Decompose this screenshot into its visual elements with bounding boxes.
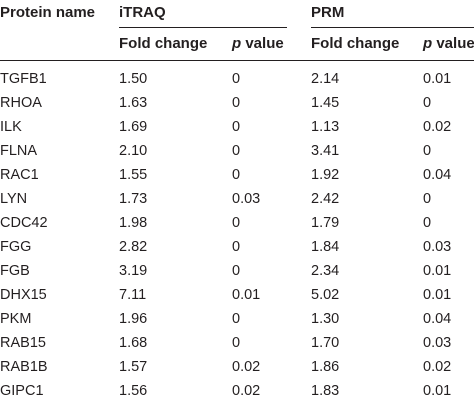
protein-name-cell: FLNA — [0, 143, 38, 159]
itraq-p-value-cell: 0 — [232, 119, 241, 135]
itraq-fold-change-cell: 1.73 — [119, 191, 148, 207]
itraq-fold-change-cell: 7.11 — [119, 287, 147, 303]
itraq-p-value-cell: 0 — [232, 263, 241, 279]
itraq-fold-change-cell: 1.55 — [119, 167, 148, 183]
prm-fold-change-cell: 3.41 — [311, 143, 340, 159]
prm-p-value-cell: 0.01 — [423, 263, 452, 279]
itraq-p-value-cell: 0.02 — [232, 383, 261, 399]
table-row: FLNA 2.10 0 3.41 0 — [0, 139, 474, 163]
prm-p-value-cell: 0.04 — [423, 311, 452, 327]
table-row: RAB1B 1.57 0.02 1.86 0.02 — [0, 355, 474, 379]
header-protein-name: Protein name — [0, 4, 96, 21]
p-symbol: p — [423, 35, 433, 52]
itraq-p-value-cell: 0.02 — [232, 359, 261, 375]
table-row: RHOA 1.63 0 1.45 0 — [0, 91, 474, 115]
table-row: FGB 3.19 0 2.34 0.01 — [0, 259, 474, 283]
prm-fold-change-cell: 2.42 — [311, 191, 340, 207]
protein-name-cell: DHX15 — [0, 287, 47, 303]
prm-p-value-cell: 0 — [423, 143, 432, 159]
protein-name-cell: LYN — [0, 191, 28, 207]
header-itraq: iTRAQ — [119, 4, 166, 21]
prm-fold-change-cell: 1.79 — [311, 215, 340, 231]
protein-name-cell: CDC42 — [0, 215, 48, 231]
prm-p-value-cell: 0 — [423, 191, 432, 207]
table-row: GIPC1 1.56 0.02 1.83 0.01 — [0, 379, 474, 403]
protein-name-cell: TGFB1 — [0, 71, 47, 87]
itraq-spanner-rule — [119, 27, 287, 28]
itraq-fold-change-cell: 1.57 — [119, 359, 148, 375]
prm-fold-change-cell: 1.86 — [311, 359, 340, 375]
itraq-p-value-cell: 0 — [232, 239, 241, 255]
itraq-fold-change-cell: 1.63 — [119, 95, 148, 111]
prm-fold-change-cell: 1.70 — [311, 335, 340, 351]
p-symbol: p — [232, 35, 242, 52]
header-itraq-p-value: p value — [232, 35, 284, 53]
header-bottom-rule — [0, 60, 474, 61]
itraq-p-value-cell: 0 — [232, 95, 241, 111]
table-row: RAC1 1.55 0 1.92 0.04 — [0, 163, 474, 187]
itraq-p-value-cell: 0.01 — [232, 287, 261, 303]
protein-name-cell: ILK — [0, 119, 22, 135]
prm-fold-change-cell: 2.14 — [311, 71, 340, 87]
prm-fold-change-cell: 1.84 — [311, 239, 340, 255]
itraq-p-value-cell: 0 — [232, 335, 241, 351]
table-row: ILK 1.69 0 1.13 0.02 — [0, 115, 474, 139]
itraq-fold-change-cell: 2.82 — [119, 239, 148, 255]
prm-p-value-cell: 0.04 — [423, 167, 452, 183]
header-prm-fold-change: Fold change — [311, 35, 400, 52]
prm-p-value-cell: 0.03 — [423, 335, 452, 351]
itraq-fold-change-cell: 2.10 — [119, 143, 148, 159]
prm-p-value-cell: 0.03 — [423, 239, 452, 255]
prm-p-value-cell: 0.02 — [423, 359, 452, 375]
protein-name-cell: GIPC1 — [0, 383, 44, 399]
prm-p-value-cell: 0.01 — [423, 383, 452, 399]
itraq-p-value-cell: 0 — [232, 167, 241, 183]
table-row: LYN 1.73 0.03 2.42 0 — [0, 187, 474, 211]
itraq-p-value-cell: 0.03 — [232, 191, 261, 207]
protein-name-cell: RAB15 — [0, 335, 46, 351]
table-row: TGFB1 1.50 0 2.14 0.01 — [0, 67, 474, 91]
itraq-fold-change-cell: 1.69 — [119, 119, 148, 135]
prm-fold-change-cell: 5.02 — [311, 287, 340, 303]
itraq-fold-change-cell: 3.19 — [119, 263, 148, 279]
value-word: value — [241, 35, 284, 52]
prm-p-value-cell: 0.01 — [423, 71, 452, 87]
table-row: PKM 1.96 0 1.30 0.04 — [0, 307, 474, 331]
table-row: RAB15 1.68 0 1.70 0.03 — [0, 331, 474, 355]
protein-name-cell: FGB — [0, 263, 30, 279]
protein-name-cell: PKM — [0, 311, 32, 327]
prm-fold-change-cell: 1.30 — [311, 311, 340, 327]
itraq-p-value-cell: 0 — [232, 143, 241, 159]
table-row: DHX15 7.11 0.01 5.02 0.01 — [0, 283, 474, 307]
prm-p-value-cell: 0.01 — [423, 287, 452, 303]
header-prm-p-value: p value — [423, 35, 474, 53]
prm-fold-change-cell: 1.13 — [311, 119, 340, 135]
itraq-fold-change-cell: 1.56 — [119, 383, 148, 399]
itraq-fold-change-cell: 1.68 — [119, 335, 148, 351]
itraq-p-value-cell: 0 — [232, 71, 241, 87]
header-itraq-fold-change: Fold change — [119, 35, 208, 52]
table-row: FGG 2.82 0 1.84 0.03 — [0, 235, 474, 259]
itraq-p-value-cell: 0 — [232, 215, 241, 231]
itraq-fold-change-cell: 1.96 — [119, 311, 148, 327]
prm-p-value-cell: 0 — [423, 215, 432, 231]
itraq-fold-change-cell: 1.50 — [119, 71, 148, 87]
prm-p-value-cell: 0 — [423, 95, 432, 111]
protein-name-cell: RAC1 — [0, 167, 39, 183]
itraq-fold-change-cell: 1.98 — [119, 215, 148, 231]
prm-spanner-rule — [311, 27, 474, 28]
protein-name-cell: RAB1B — [0, 359, 48, 375]
header-prm: PRM — [311, 4, 345, 21]
prm-p-value-cell: 0.02 — [423, 119, 452, 135]
itraq-p-value-cell: 0 — [232, 311, 241, 327]
prm-fold-change-cell: 1.45 — [311, 95, 340, 111]
value-word: value — [432, 35, 474, 52]
prm-fold-change-cell: 1.83 — [311, 383, 340, 399]
prm-fold-change-cell: 2.34 — [311, 263, 340, 279]
protein-name-cell: RHOA — [0, 95, 42, 111]
prm-fold-change-cell: 1.92 — [311, 167, 340, 183]
table-row: CDC42 1.98 0 1.79 0 — [0, 211, 474, 235]
protein-name-cell: FGG — [0, 239, 32, 255]
